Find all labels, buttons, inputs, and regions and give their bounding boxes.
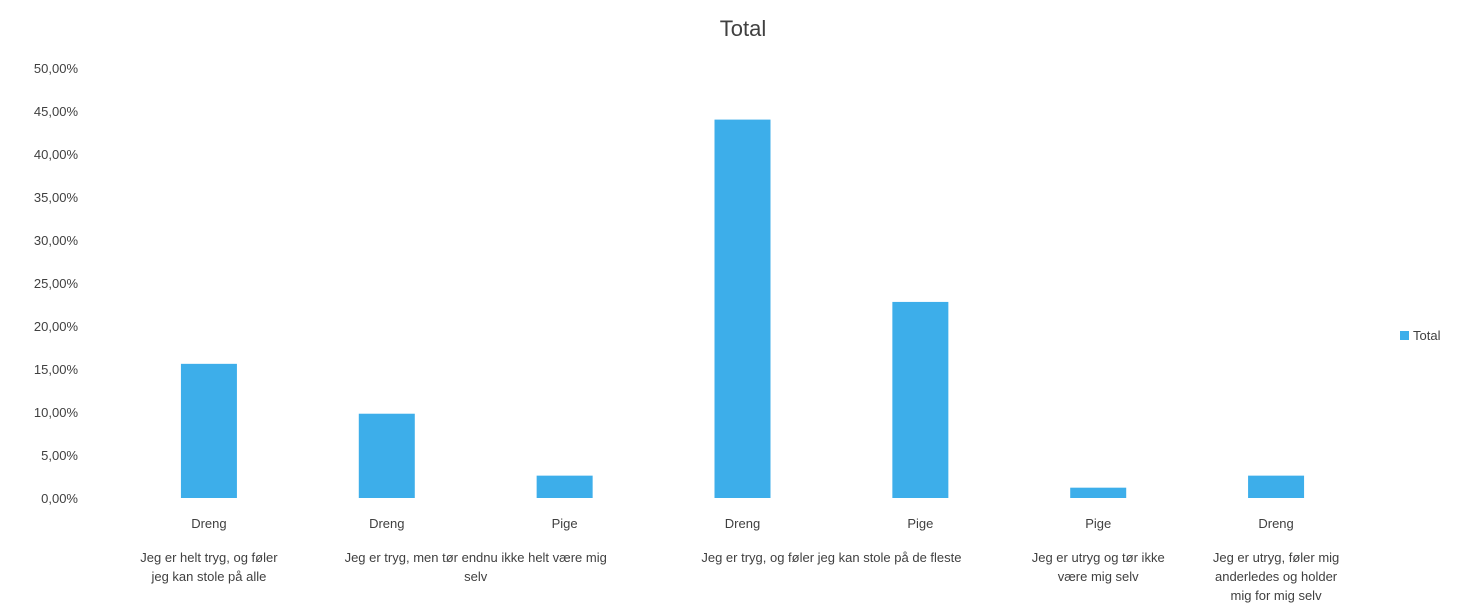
x-category-label: Dreng [369,516,404,531]
group-label-line: anderledes og holder [1215,569,1338,584]
group-label-line: Jeg er helt tryg, og føler [140,550,278,565]
group-label-line: Jeg er utryg, føler mig [1213,550,1339,565]
y-tick-label: 40,00% [34,147,79,162]
x-category-label: Pige [552,516,578,531]
group-label-line: Jeg er tryg, men tør endnu ikke helt vær… [345,550,607,565]
group-label-line: mig for mig selv [1231,588,1323,603]
y-axis: 0,00% 5,00% 10,00% 15,00% 20,00% 25,00% 30,00%… [34,61,79,506]
y-tick-label: 20,00% [34,319,79,334]
y-tick-label: 5,00% [41,448,78,463]
group-label-line: Jeg er utryg og tør ikke [1032,550,1165,565]
legend: Total [1400,328,1441,343]
y-tick-label: 25,00% [34,276,79,291]
bar [180,363,237,498]
legend-label: Total [1413,328,1441,343]
x-category-label: Dreng [725,516,760,531]
bar [714,119,771,498]
bar [536,475,593,498]
group-label-line: selv [464,569,488,584]
x-axis-labels: Dreng Dreng Pige Dreng Pige Pige Dreng [191,516,1294,531]
y-tick-label: 45,00% [34,104,79,119]
group-labels: Jeg er helt tryg, og føler jeg kan stole … [140,550,1339,603]
chart-title: Total [720,16,766,41]
bar [1070,487,1127,498]
group-label-line: Jeg er tryg, og føler jeg kan stole på d… [701,550,961,565]
bar [358,413,415,498]
legend-swatch [1400,331,1409,340]
y-tick-label: 30,00% [34,233,79,248]
y-tick-label: 50,00% [34,61,79,76]
y-tick-label: 35,00% [34,190,79,205]
bar [892,301,949,498]
x-category-label: Pige [907,516,933,531]
bars [180,119,1305,498]
y-tick-label: 10,00% [34,405,79,420]
bar [1248,475,1305,498]
y-tick-label: 15,00% [34,362,79,377]
x-category-label: Dreng [191,516,226,531]
group-label-line: være mig selv [1058,569,1139,584]
x-category-label: Pige [1085,516,1111,531]
y-tick-label: 0,00% [41,491,78,506]
x-category-label: Dreng [1258,516,1293,531]
group-label-line: jeg kan stole på alle [150,569,266,584]
